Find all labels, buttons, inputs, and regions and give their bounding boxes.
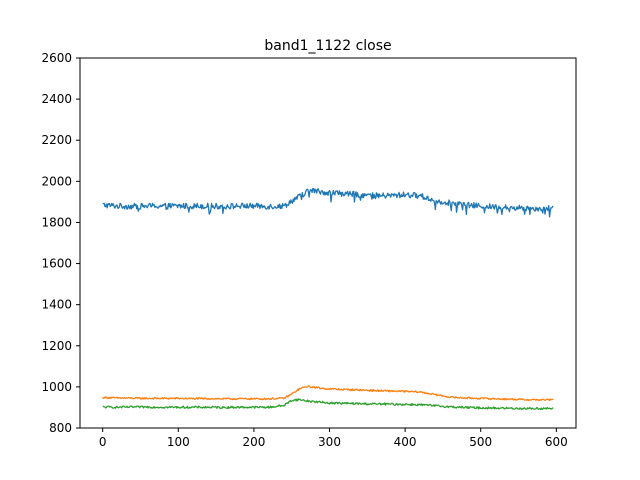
y-tick-label: 1400 <box>41 298 72 312</box>
series-line-1 <box>102 187 554 218</box>
series-layer <box>102 187 554 411</box>
y-tick-label: 1800 <box>41 215 72 229</box>
y-tick-label: 1000 <box>41 380 72 394</box>
y-tick-label: 2000 <box>41 174 72 188</box>
chart-title: band1_1122 close <box>264 38 391 54</box>
y-tick-label: 2600 <box>41 51 72 65</box>
x-tick-label: 400 <box>394 435 417 449</box>
x-tick-label: 600 <box>545 435 568 449</box>
x-tick-label: 100 <box>167 435 190 449</box>
y-axis: 800 1000 1200 1400 1600 1800 2000 2200 2400 2600 <box>41 51 80 435</box>
x-tick-label: 300 <box>318 435 341 449</box>
y-tick-label: 2400 <box>41 92 72 106</box>
x-tick-label: 200 <box>242 435 265 449</box>
y-tick-label: 1200 <box>41 339 72 353</box>
x-tick-label: 500 <box>469 435 492 449</box>
x-axis: 0 100 200 300 400 500 600 <box>99 428 568 449</box>
y-tick-label: 1600 <box>41 257 72 271</box>
y-tick-label: 2200 <box>41 133 72 147</box>
series-line-2 <box>102 385 554 402</box>
y-tick-label: 800 <box>49 421 72 435</box>
plot-frame <box>79 57 577 429</box>
x-tick-label: 0 <box>99 435 107 449</box>
series-line-3 <box>102 398 554 411</box>
